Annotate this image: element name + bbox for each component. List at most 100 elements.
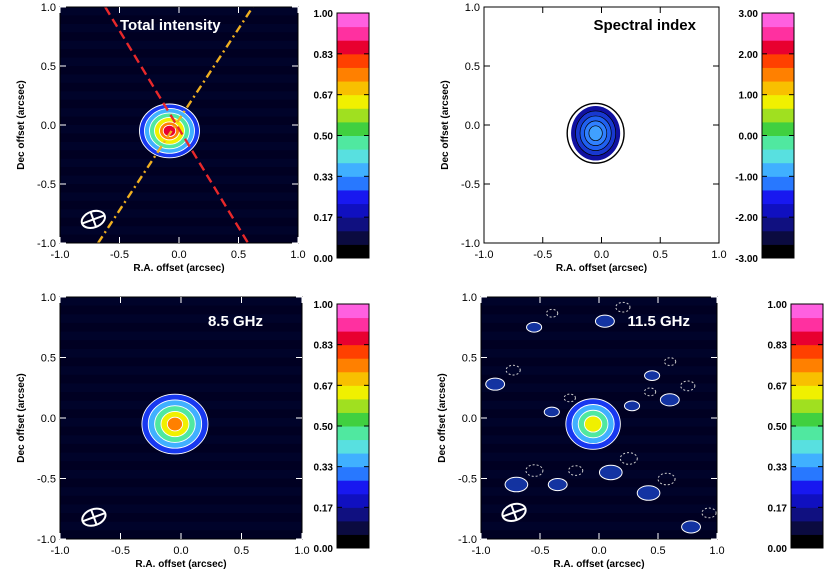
colorbar-segment	[337, 317, 369, 332]
contour-line	[575, 110, 617, 156]
plot-area	[60, 7, 298, 243]
noise-blob	[544, 407, 560, 417]
contour-line	[565, 398, 621, 450]
x-tick-label: 0.5	[650, 545, 665, 557]
colorbar-segment	[337, 426, 369, 441]
colorbar-segment	[762, 108, 794, 123]
panel-title: Total intensity	[120, 17, 221, 34]
y-tick-label: -0.5	[458, 474, 477, 486]
contour-line	[588, 125, 603, 142]
colorbar: 1.00 0.83 0.67 0.50 0.33 0.17 0.00	[768, 300, 824, 555]
x-tick-label: 1.0	[294, 545, 309, 557]
colorbar-tick-label: 0.50	[768, 422, 788, 433]
colorbar-tick-label: 0.17	[314, 213, 334, 224]
colorbar-segment	[337, 439, 369, 454]
noise-blob	[660, 393, 680, 406]
colorbar-segment	[337, 358, 369, 373]
perpendicular-axis-line	[97, 7, 254, 243]
emission-level	[584, 416, 602, 433]
colorbar: 1.00 0.83 0.67 0.50 0.33 0.17 0.00	[314, 300, 370, 555]
contour-line	[571, 404, 615, 445]
colorbar-segment	[791, 480, 823, 495]
colorbar-tick-label: 3.00	[739, 9, 759, 20]
colorbar-segment	[337, 189, 369, 205]
colorbar-tick-label: 0.00	[739, 132, 759, 143]
colorbar-tick-label: 0.33	[314, 463, 334, 474]
y-axis-label: Dec offset (arcsec)	[16, 80, 27, 169]
colorbar-segment	[762, 26, 794, 41]
x-tick-label: -1.0	[51, 249, 70, 261]
colorbar-tick-label: 0.50	[314, 422, 334, 433]
noise-blob	[644, 370, 660, 381]
colorbar-segment	[762, 121, 794, 136]
colorbar-tick-label: 0.83	[314, 50, 334, 61]
colorbar-segment	[762, 230, 794, 245]
panel-3: -1.0 -0.5 0.0 0.5 1.0 1.0 0.5 0.0 -0.5 -1.0 R.A. o…	[16, 292, 370, 570]
noise-blob	[637, 485, 660, 501]
colorbar-segment	[762, 13, 794, 28]
negative-contour	[701, 507, 717, 519]
colorbar-segment	[337, 81, 369, 96]
contour-line	[504, 476, 529, 493]
panel-title: Spectral index	[593, 17, 696, 34]
colorbar-segment	[791, 453, 823, 468]
x-tick-label: 0.0	[171, 249, 186, 261]
colorbar-segment	[337, 26, 369, 41]
colorbar-segment	[337, 412, 369, 427]
panel-2: -1.0 -0.5 0.0 0.5 1.0 1.0 0.5 0.0 -0.5 -1.0 R.A. o…	[440, 2, 795, 274]
plot-area	[60, 297, 302, 531]
y-tick-label: 0.0	[462, 413, 477, 425]
colorbar-segment	[791, 331, 823, 346]
contour-line	[598, 464, 623, 481]
y-tick-label: 0.0	[465, 120, 480, 132]
x-tick-label: 1.0	[709, 545, 724, 557]
colorbar-tick-label: 0.83	[768, 341, 788, 352]
noise-blob	[505, 477, 528, 492]
colorbar-segment	[791, 371, 823, 386]
colorbar-tick-label: 1.00	[768, 300, 788, 311]
contour-line	[154, 405, 196, 443]
colorbar-tick-label: 2.00	[739, 50, 759, 61]
x-tick-label: 1.0	[711, 249, 726, 261]
colorbar-segment	[762, 135, 794, 150]
contour-line	[681, 520, 701, 534]
noise-blob	[548, 478, 568, 491]
colorbar-tick-label: 1.00	[739, 91, 759, 102]
x-axis-label: R.A. offset (arcsec)	[553, 559, 644, 570]
y-axis-label: Dec offset (arcsec)	[440, 80, 451, 169]
colorbar: 3.00 2.00 1.00 0.00 -1.00 -2.00 -3.00	[735, 9, 795, 265]
noise-blob	[624, 401, 640, 411]
contour-line	[144, 108, 195, 154]
colorbar-segment	[762, 40, 794, 55]
y-tick-label: 1.0	[41, 2, 56, 14]
colorbar-segment	[791, 398, 823, 413]
noise-blob	[595, 315, 615, 328]
colorbar-segment	[762, 217, 794, 232]
negative-contour	[619, 452, 638, 465]
colorbar-tick-label: 0.67	[768, 381, 788, 392]
colorbar-segment	[791, 520, 823, 535]
contour-line	[543, 406, 560, 418]
beam-minor-axis	[89, 211, 97, 228]
colorbar-segment	[791, 317, 823, 332]
colorbar-segment	[762, 81, 794, 96]
colorbar-segment	[337, 230, 369, 245]
colorbar-segment	[337, 466, 369, 481]
contour-line	[547, 478, 568, 492]
colorbar-segment	[337, 331, 369, 346]
y-tick-label: 0.5	[41, 61, 56, 73]
colorbar-tick-label: 0.50	[314, 132, 334, 143]
colorbar-segment	[337, 244, 369, 259]
negative-contour	[545, 308, 559, 318]
colorbar-segment	[337, 385, 369, 400]
colorbar-segment	[337, 13, 369, 28]
panel-1: -1.0 -0.5 0.0 0.5 1.0 1.0 0.5 0.0 -0.5 -1.0 R.A. o…	[16, 2, 370, 274]
colorbar-segment	[337, 507, 369, 522]
colorbar-segment	[791, 466, 823, 481]
colorbar-segment	[791, 493, 823, 508]
y-tick-label: 0.5	[41, 353, 56, 365]
colorbar-tick-label: 0.17	[768, 503, 788, 514]
y-tick-label: -0.5	[37, 179, 56, 191]
y-tick-label: -0.5	[37, 474, 56, 486]
